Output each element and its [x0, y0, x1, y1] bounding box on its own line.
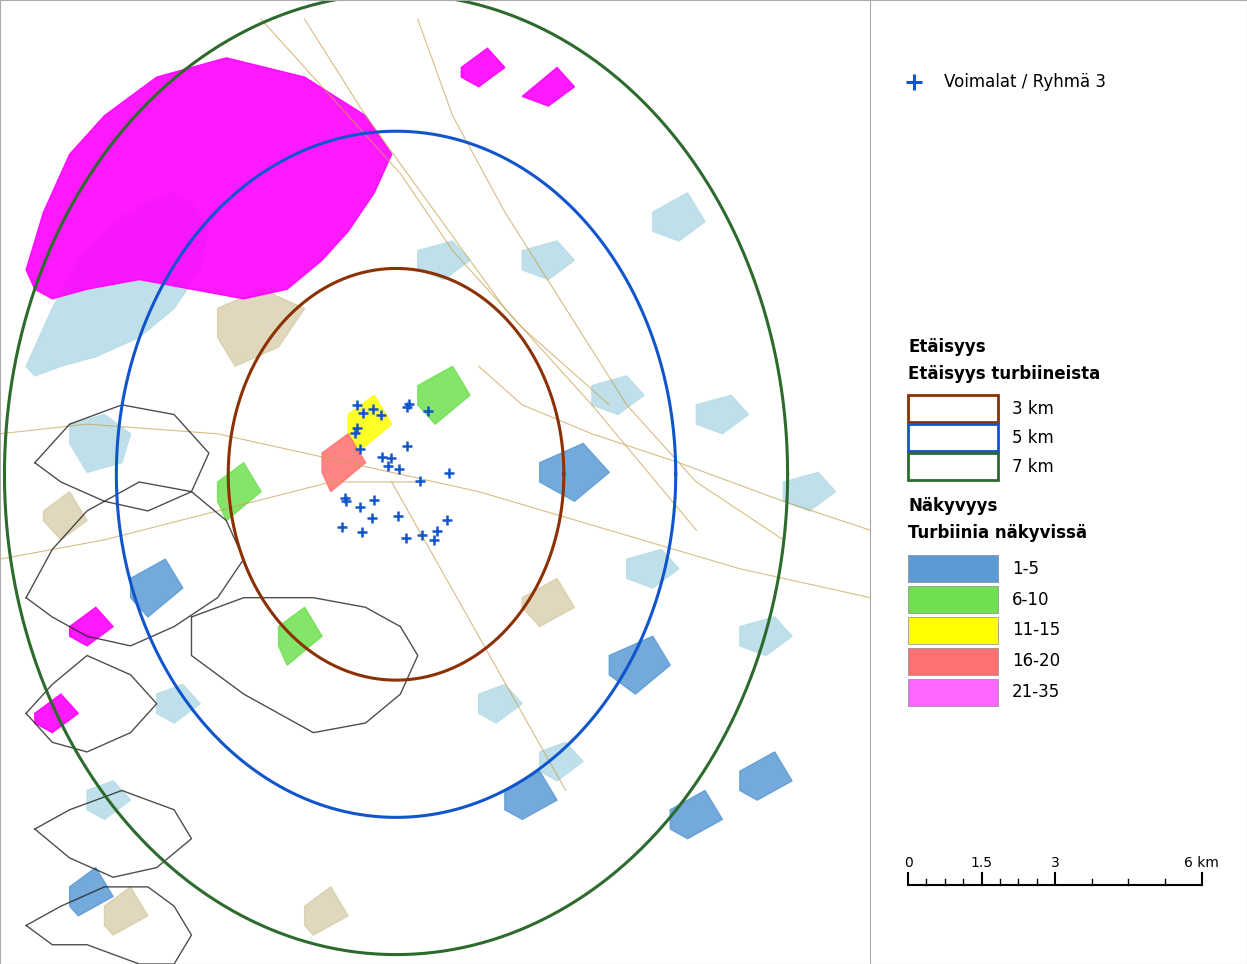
Polygon shape — [278, 607, 322, 665]
Bar — [908, 453, 999, 480]
Polygon shape — [670, 790, 722, 839]
Text: 6-10: 6-10 — [1011, 591, 1049, 608]
Text: 11-15: 11-15 — [1011, 622, 1060, 639]
Polygon shape — [739, 617, 792, 656]
Bar — [908, 679, 999, 706]
Bar — [908, 555, 999, 582]
Bar — [908, 586, 999, 613]
Polygon shape — [540, 742, 584, 781]
Polygon shape — [70, 415, 131, 472]
Polygon shape — [783, 472, 835, 511]
Polygon shape — [522, 578, 575, 627]
Polygon shape — [157, 684, 201, 723]
Text: Turbiinia näkyvissä: Turbiinia näkyvissä — [908, 524, 1087, 542]
Text: 21-35: 21-35 — [1011, 683, 1060, 701]
Text: 3: 3 — [1050, 855, 1059, 870]
Polygon shape — [540, 443, 610, 501]
Polygon shape — [522, 241, 575, 280]
Polygon shape — [35, 694, 79, 733]
Bar — [908, 424, 999, 451]
Text: 0: 0 — [904, 855, 913, 870]
Polygon shape — [70, 607, 113, 646]
Polygon shape — [105, 887, 148, 935]
Bar — [908, 617, 999, 644]
Text: Näkyvyys: Näkyvyys — [908, 497, 998, 515]
Polygon shape — [505, 771, 557, 819]
Polygon shape — [217, 289, 304, 366]
Polygon shape — [87, 781, 131, 819]
Polygon shape — [739, 752, 792, 800]
Polygon shape — [610, 636, 670, 694]
Text: 7 km: 7 km — [1011, 458, 1054, 475]
Polygon shape — [217, 463, 261, 521]
Text: 5 km: 5 km — [1011, 429, 1054, 446]
Text: Voimalat / Ryhmä 3: Voimalat / Ryhmä 3 — [944, 73, 1106, 91]
Text: 16-20: 16-20 — [1011, 653, 1060, 670]
Polygon shape — [26, 58, 392, 299]
Text: Etäisyys turbiineista: Etäisyys turbiineista — [908, 365, 1100, 383]
Polygon shape — [653, 193, 705, 241]
Polygon shape — [592, 376, 645, 415]
Polygon shape — [348, 395, 392, 453]
Text: 1.5: 1.5 — [970, 855, 993, 870]
Polygon shape — [522, 67, 575, 106]
Text: 1-5: 1-5 — [1011, 560, 1039, 577]
Polygon shape — [322, 434, 365, 492]
Polygon shape — [70, 868, 113, 916]
Polygon shape — [44, 492, 87, 540]
Polygon shape — [696, 395, 748, 434]
Polygon shape — [461, 48, 505, 87]
Polygon shape — [26, 193, 209, 376]
Polygon shape — [418, 366, 470, 424]
Bar — [908, 648, 999, 675]
Polygon shape — [418, 241, 470, 280]
Text: Etäisyys: Etäisyys — [908, 338, 985, 356]
Text: 3 km: 3 km — [1011, 400, 1054, 417]
Polygon shape — [304, 887, 348, 935]
Polygon shape — [479, 684, 522, 723]
Bar — [908, 395, 999, 422]
Polygon shape — [627, 549, 678, 588]
Text: 6 km: 6 km — [1185, 855, 1220, 870]
Polygon shape — [131, 559, 183, 617]
